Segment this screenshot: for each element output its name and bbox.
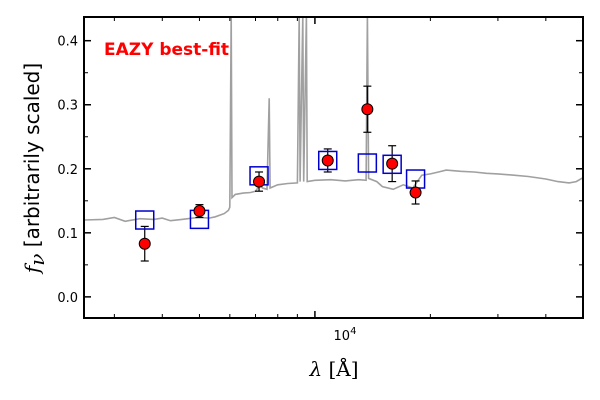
y-tick-label: 0.3 xyxy=(57,99,78,114)
annotation-label: EAZY best-fit xyxy=(104,40,229,60)
plot-frame xyxy=(83,16,584,319)
model-photometry-layer xyxy=(134,150,426,230)
observed-point xyxy=(138,237,151,250)
model-photometry-square xyxy=(382,154,402,175)
model-photometry-square xyxy=(357,153,378,173)
observed-photometry-layer xyxy=(138,103,422,250)
observed-point xyxy=(253,175,266,188)
y-axis-label: fν [arbitrarily scaled] xyxy=(20,63,49,275)
model-photometry-square xyxy=(317,150,338,171)
tick-layer: 0.0 0.1 0.2 0.3 0.4 xyxy=(57,17,583,318)
y-tick-label: 0.2 xyxy=(57,163,78,178)
y-tick-label: 0.0 xyxy=(57,291,78,306)
observed-point xyxy=(193,205,206,218)
observed-point xyxy=(321,154,334,167)
model-photometry-square xyxy=(134,210,155,230)
y-tick-label: 0.1 xyxy=(57,227,78,242)
x-tick-label-1e4: 104 xyxy=(334,326,357,344)
x-axis-label: λ [Å] xyxy=(308,356,358,381)
observed-point xyxy=(409,186,422,199)
observed-point xyxy=(386,157,399,170)
errorbar-layer xyxy=(140,85,420,262)
y-tick-label: 0.4 xyxy=(57,35,78,50)
observed-point xyxy=(361,103,374,116)
